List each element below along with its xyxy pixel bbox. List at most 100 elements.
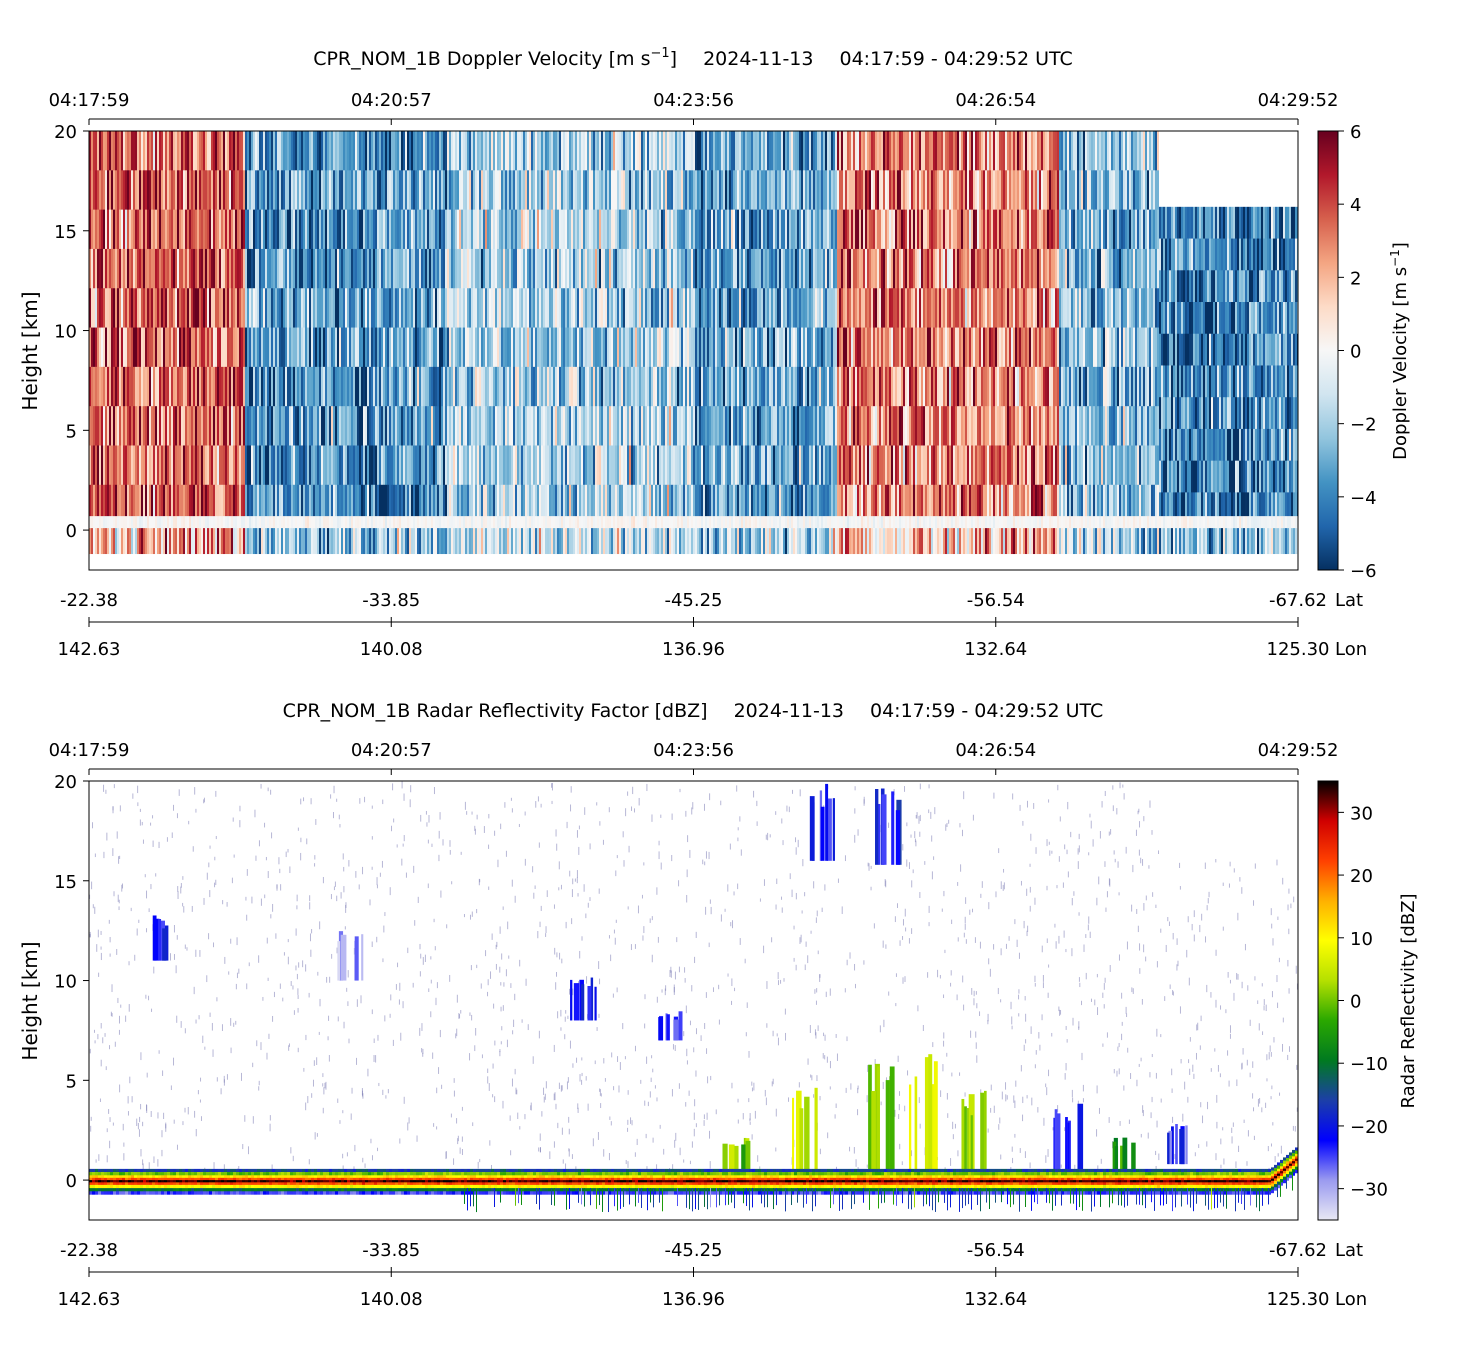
velocity-cell xyxy=(765,170,767,211)
velocity-cell xyxy=(597,248,599,289)
velocity-cell xyxy=(495,327,497,368)
velocity-surface-cell xyxy=(709,516,711,529)
velocity-cell xyxy=(709,170,711,211)
velocity-cell xyxy=(717,327,719,368)
velocity-subsurface-cell xyxy=(419,528,421,555)
velocity-cell xyxy=(583,406,585,446)
velocity-cell xyxy=(127,406,129,446)
velocity-cell xyxy=(781,406,783,446)
velocity-cell xyxy=(447,406,449,446)
velocity-cell xyxy=(635,209,637,250)
velocity-cell xyxy=(381,209,383,250)
velocity-subsurface-cell xyxy=(441,528,443,555)
velocity-cell xyxy=(415,288,417,329)
velocity-cell xyxy=(137,131,139,171)
velocity-cell xyxy=(255,327,257,368)
velocity-surface-cell xyxy=(179,516,181,529)
velocity-cell xyxy=(531,484,533,525)
velocity-cell xyxy=(405,248,407,289)
velocity-cell xyxy=(529,327,531,368)
velocity-cell xyxy=(157,248,159,289)
velocity-cell xyxy=(815,248,817,289)
velocity-cell xyxy=(545,248,547,289)
velocity-cell xyxy=(337,288,339,329)
velocity-cell xyxy=(123,131,125,171)
velocity-cell xyxy=(889,366,891,407)
velocity-cell xyxy=(557,248,559,289)
velocity-cell xyxy=(269,131,271,171)
velocity-cell xyxy=(695,131,697,171)
velocity-cell xyxy=(659,131,661,171)
velocity-cell xyxy=(471,170,473,211)
velocity-cell xyxy=(403,484,405,525)
velocity-cell xyxy=(847,209,849,250)
velocity-subsurface-cell xyxy=(117,528,119,555)
velocity-cell xyxy=(155,131,157,171)
velocity-cell xyxy=(467,248,469,289)
velocity-cell xyxy=(627,288,629,329)
velocity-cell xyxy=(759,327,761,368)
velocity-cell xyxy=(627,170,629,211)
velocity-cell xyxy=(249,288,251,329)
velocity-surface-cell xyxy=(371,516,373,529)
velocity-subsurface-cell xyxy=(601,528,603,555)
velocity-cell xyxy=(297,288,299,329)
velocity-cell xyxy=(653,484,655,525)
velocity-cell xyxy=(717,445,719,486)
velocity-cell xyxy=(361,366,363,407)
velocity-cell xyxy=(585,170,587,211)
velocity-cell xyxy=(379,131,381,171)
velocity-cell xyxy=(475,209,477,250)
velocity-cell xyxy=(151,406,153,446)
velocity-cell xyxy=(913,484,915,525)
velocity-cell xyxy=(385,406,387,446)
velocity-cell xyxy=(183,327,185,368)
velocity-cell xyxy=(815,445,817,486)
velocity-surface-cell xyxy=(631,516,633,529)
velocity-subsurface-cell xyxy=(501,528,503,555)
velocity-cell xyxy=(753,131,755,171)
velocity-cell xyxy=(327,288,329,329)
velocity-subsurface-cell xyxy=(355,528,357,555)
velocity-cell xyxy=(571,406,573,446)
velocity-cell xyxy=(625,131,627,171)
velocity-cell xyxy=(349,248,351,289)
velocity-cell xyxy=(209,484,211,525)
velocity-subsurface-cell xyxy=(141,528,143,555)
velocity-cell xyxy=(721,406,723,446)
velocity-cell xyxy=(605,248,607,289)
velocity-cell xyxy=(907,406,909,446)
velocity-cell xyxy=(113,327,115,368)
velocity-cell xyxy=(435,131,437,171)
velocity-cell xyxy=(783,406,785,446)
velocity-cell xyxy=(471,445,473,486)
velocity-cell xyxy=(671,209,673,250)
velocity-cell xyxy=(385,484,387,525)
velocity-surface-cell xyxy=(809,516,811,529)
velocity-cell xyxy=(555,248,557,289)
velocity-surface-cell xyxy=(221,516,223,529)
velocity-cell xyxy=(253,288,255,329)
velocity-cell xyxy=(381,366,383,407)
velocity-subsurface-cell xyxy=(295,528,297,555)
velocity-cell xyxy=(345,131,347,171)
velocity-cell xyxy=(323,288,325,329)
velocity-cell xyxy=(659,288,661,329)
velocity-cell xyxy=(523,327,525,368)
velocity-cell xyxy=(213,406,215,446)
velocity-cell xyxy=(257,248,259,289)
velocity-cell xyxy=(767,366,769,407)
velocity-cell xyxy=(239,209,241,250)
velocity-cell xyxy=(489,131,491,171)
velocity-cell xyxy=(801,170,803,211)
velocity-cell xyxy=(343,170,345,211)
velocity-cell xyxy=(437,327,439,368)
velocity-surface-cell xyxy=(475,516,477,529)
velocity-cell xyxy=(377,366,379,407)
velocity-cell xyxy=(729,445,731,486)
velocity-cell xyxy=(657,209,659,250)
velocity-cell xyxy=(143,484,145,525)
velocity-cell xyxy=(661,445,663,486)
velocity-cell xyxy=(321,248,323,289)
velocity-cell xyxy=(153,170,155,211)
